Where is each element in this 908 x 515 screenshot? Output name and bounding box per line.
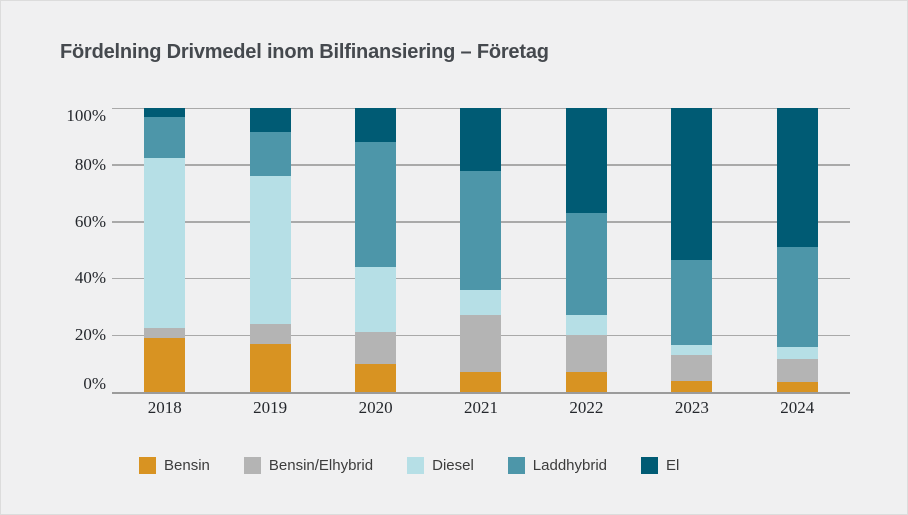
bar-segment-bensin-2018 bbox=[144, 338, 186, 392]
bar-segment-diesel-2024 bbox=[776, 346, 818, 360]
bar-segment-el-2022 bbox=[565, 108, 607, 214]
legend-item-diesel: Diesel bbox=[407, 457, 474, 474]
bar-segment-el-2020 bbox=[355, 108, 397, 143]
y-axis-label-20: 20% bbox=[74, 325, 106, 345]
y-axis-label-100: 100% bbox=[66, 106, 106, 125]
x-axis-label-2020: 2020 bbox=[358, 398, 393, 417]
bar-segment-laddhybrid-2020 bbox=[355, 142, 397, 268]
bar-group-2024 bbox=[776, 108, 818, 392]
legend-item-el: El bbox=[641, 457, 679, 474]
bar-segment-el-2024 bbox=[776, 108, 818, 248]
x-axis-label-2022: 2022 bbox=[569, 398, 604, 417]
bar-segment-laddhybrid-2018 bbox=[144, 116, 186, 158]
legend-swatch-bensin bbox=[139, 457, 156, 474]
x-axis-label-2024: 2024 bbox=[780, 398, 815, 417]
bar-segment-bensin-elhybrid-2023 bbox=[671, 355, 713, 381]
bar-segment-laddhybrid-2019 bbox=[249, 132, 291, 177]
bar-segment-bensin-2023 bbox=[671, 380, 713, 392]
bar-group-2022 bbox=[565, 108, 607, 392]
x-axis-label-2018: 2018 bbox=[147, 398, 182, 417]
legend-item-bensin-elhybrid: Bensin/Elhybrid bbox=[243, 457, 374, 474]
legend-label-bensin: Bensin bbox=[164, 457, 210, 474]
bar-slot-2019 bbox=[217, 108, 322, 392]
legend-label-el: El bbox=[666, 457, 680, 474]
legend-item-bensin: Bensin bbox=[139, 457, 210, 474]
bars-container bbox=[112, 108, 850, 392]
bar-segment-bensin-2022 bbox=[565, 372, 607, 392]
legend-swatch-el bbox=[641, 457, 659, 474]
bar-segment-diesel-2022 bbox=[565, 315, 607, 336]
y-axis-label-80: 80% bbox=[74, 154, 106, 174]
bar-segment-el-2023 bbox=[671, 108, 713, 260]
bar-group-2018 bbox=[144, 108, 186, 392]
legend-swatch-bensin-elhybrid bbox=[243, 457, 261, 474]
legend-label-laddhybrid: Laddhybrid bbox=[532, 457, 608, 474]
bar-segment-bensin-2024 bbox=[776, 382, 818, 392]
bar-group-2021 bbox=[460, 108, 502, 392]
bar-segment-el-2019 bbox=[249, 108, 291, 133]
bar-segment-bensin-2019 bbox=[249, 343, 291, 392]
plot-area bbox=[112, 107, 850, 394]
bar-segment-bensin-elhybrid-2018 bbox=[144, 328, 186, 339]
bar-segment-laddhybrid-2024 bbox=[776, 247, 818, 347]
bar-segment-el-2018 bbox=[144, 108, 186, 117]
bar-segment-bensin-elhybrid-2021 bbox=[460, 315, 502, 373]
bar-segment-diesel-2023 bbox=[671, 345, 713, 356]
bar-segment-bensin-2020 bbox=[355, 363, 397, 392]
legend: Bensin Bensin/Elhybrid Diesel Laddhybrid El bbox=[139, 457, 679, 474]
bar-group-2023 bbox=[671, 108, 713, 392]
bar-slot-2020 bbox=[323, 108, 428, 392]
bar-segment-diesel-2020 bbox=[355, 267, 397, 333]
legend-swatch-laddhybrid bbox=[507, 457, 525, 474]
bar-slot-2021 bbox=[428, 108, 533, 392]
bar-group-2020 bbox=[355, 108, 397, 392]
bar-segment-laddhybrid-2022 bbox=[565, 213, 607, 316]
bar-segment-laddhybrid-2021 bbox=[460, 170, 502, 290]
bar-segment-bensin-2021 bbox=[460, 372, 502, 392]
bar-slot-2024 bbox=[745, 108, 850, 392]
bar-segment-bensin-elhybrid-2019 bbox=[249, 323, 291, 344]
page-title: Fördelning Drivmedel inom Bilfinansierin… bbox=[60, 41, 549, 63]
legend-swatch-diesel bbox=[407, 457, 425, 474]
y-axis-label-40: 40% bbox=[74, 268, 106, 288]
y-axis-label-0: 0% bbox=[83, 374, 106, 393]
x-axis-label-2021: 2021 bbox=[464, 398, 498, 417]
x-axis-label-2019: 2019 bbox=[253, 398, 288, 417]
bar-segment-diesel-2018 bbox=[144, 157, 186, 329]
bar-segment-bensin-elhybrid-2022 bbox=[565, 335, 607, 373]
bar-slot-2023 bbox=[639, 108, 744, 392]
bar-group-2019 bbox=[249, 108, 291, 392]
bar-slot-2018 bbox=[112, 108, 217, 392]
bar-segment-bensin-elhybrid-2024 bbox=[776, 359, 818, 383]
y-axis-label-60: 60% bbox=[74, 211, 106, 231]
bar-segment-diesel-2021 bbox=[460, 289, 502, 316]
bar-segment-laddhybrid-2023 bbox=[671, 259, 713, 346]
bar-segment-bensin-elhybrid-2020 bbox=[355, 332, 397, 364]
legend-label-diesel: Diesel bbox=[432, 457, 474, 474]
bar-slot-2022 bbox=[534, 108, 639, 392]
legend-item-laddhybrid: Laddhybrid bbox=[507, 457, 608, 474]
legend-label-bensin-elhybrid: Bensin/Elhybrid bbox=[268, 457, 374, 474]
bar-segment-el-2021 bbox=[460, 108, 502, 171]
bar-segment-diesel-2019 bbox=[249, 176, 291, 324]
x-axis-label-2023: 2023 bbox=[674, 398, 709, 417]
